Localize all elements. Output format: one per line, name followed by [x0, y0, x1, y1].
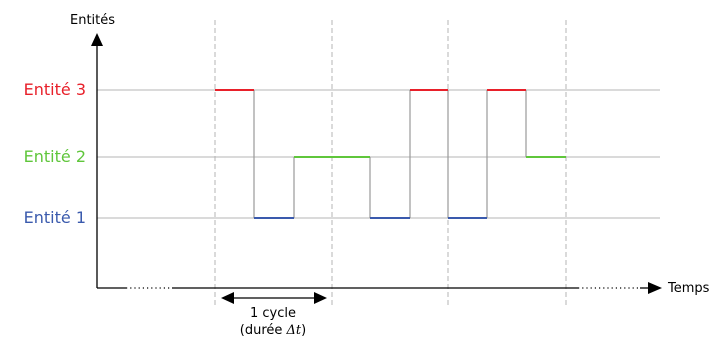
vertical-grid — [214, 20, 567, 305]
cycle-annotation: 1 cycle (durée Δt) — [221, 292, 327, 338]
transition-lines — [253, 90, 527, 218]
y-axis-title: Entités — [70, 13, 115, 28]
entity-label-2: Entité 2 — [24, 147, 86, 166]
cycle-label: 1 cycle — [250, 306, 296, 321]
activity-segments — [215, 89, 566, 219]
y-axis-arrowhead — [91, 33, 103, 46]
entity-labels: Entité 3 Entité 2 Entité 1 — [24, 80, 86, 227]
x-axis-arrowhead — [648, 282, 662, 294]
x-axis-title: Temps — [667, 281, 710, 296]
horizontal-grid — [97, 89, 660, 219]
cycle-duration: (durée Δt) — [240, 323, 306, 338]
cycle-arrow-right — [314, 292, 327, 304]
cycle-arrow-left — [221, 292, 234, 304]
entity-label-1: Entité 1 — [24, 208, 86, 227]
y-axis: Entités — [70, 13, 115, 288]
x-axis: Temps — [97, 281, 710, 296]
entity-label-3: Entité 3 — [24, 80, 86, 99]
